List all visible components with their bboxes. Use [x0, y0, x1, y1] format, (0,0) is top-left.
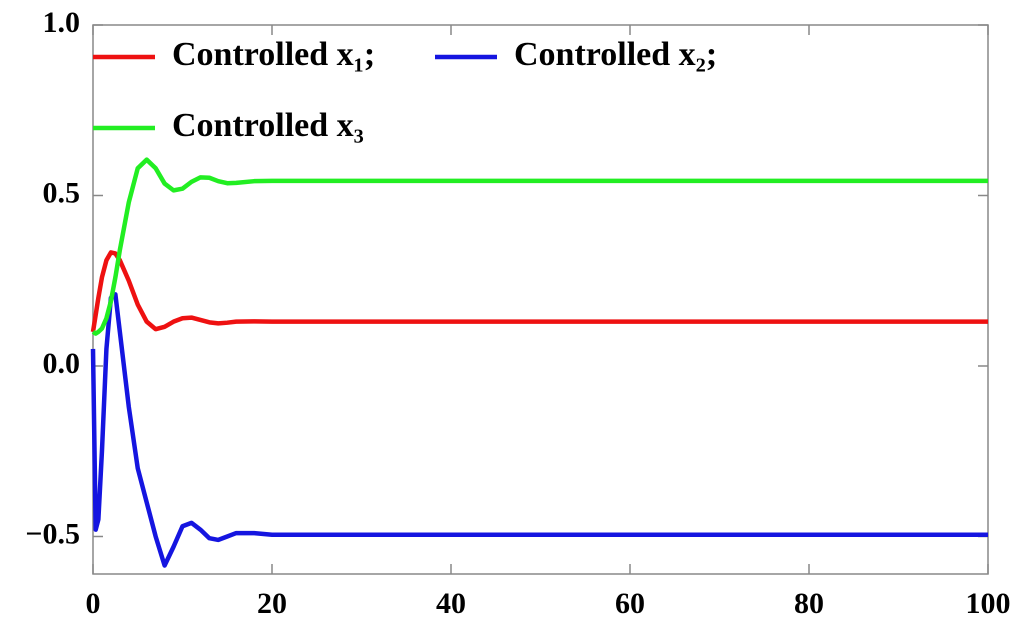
x-tick-label: 40 — [436, 587, 466, 620]
y-tick-label: 1.0 — [43, 6, 81, 39]
y-tick-label: −0.5 — [25, 517, 80, 550]
legend-label: Controlled x₁; — [172, 36, 375, 73]
x-tick-label: 20 — [257, 587, 287, 620]
y-tick-label: 0.0 — [43, 347, 81, 380]
plot-frame — [92, 24, 989, 575]
legend-label: Controlled x₂; — [514, 36, 717, 73]
x-tick-label: 100 — [966, 587, 1011, 620]
x-tick-label: 60 — [615, 587, 645, 620]
x-tick-label: 0 — [86, 587, 101, 620]
x-tick-label: 80 — [794, 587, 824, 620]
series-line — [90, 250, 988, 333]
series-line — [91, 157, 988, 336]
series-line — [90, 292, 988, 568]
legend-label: Controlled x₃ — [172, 107, 364, 144]
y-tick-label: 0.5 — [43, 176, 81, 209]
